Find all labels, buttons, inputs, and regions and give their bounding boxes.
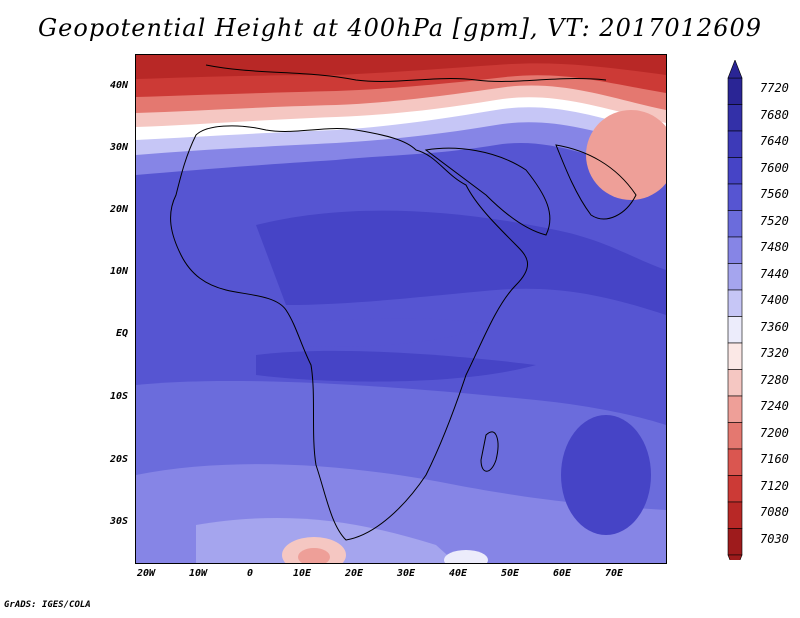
colorbar-label: 7030 <box>760 532 789 546</box>
colorbar-segment <box>727 77 743 105</box>
geopotential-field <box>136 55 666 563</box>
field-indian-ocean-low <box>561 415 651 535</box>
lat-label: 40N <box>109 80 128 91</box>
lon-label: 50E <box>500 568 520 579</box>
colorbar-label: 7080 <box>760 505 789 519</box>
colorbar-segment <box>727 395 743 423</box>
colorbar-label: 7200 <box>760 426 789 440</box>
colorbar-label: 7480 <box>760 240 789 254</box>
colorbar-segment <box>727 183 743 211</box>
colorbar-label: 7120 <box>760 479 789 493</box>
colorbar-bottom-arrow <box>727 554 743 560</box>
colorbar-top-arrow <box>727 60 743 79</box>
field-band-7080 <box>136 55 666 79</box>
colorbar-segment <box>727 157 743 185</box>
africa-coastline <box>170 125 528 541</box>
colorbar-label: 7720 <box>760 81 789 95</box>
colorbar-segment <box>727 448 743 476</box>
colorbar-segment <box>727 236 743 264</box>
colorbar-label: 7320 <box>760 346 789 360</box>
colorbar-label: 7560 <box>760 187 789 201</box>
chart-title: Geopotential Height at 400hPa [gpm], VT:… <box>38 14 762 42</box>
colorbar-label: 7280 <box>760 373 789 387</box>
lon-label: 10W <box>188 568 208 579</box>
colorbar-segment <box>727 316 743 344</box>
lon-label: 20E <box>344 568 364 579</box>
lat-label: 20S <box>109 454 128 465</box>
coastlines <box>170 64 637 541</box>
field-south-anomaly <box>444 550 488 563</box>
lon-label: 20W <box>136 568 156 579</box>
colorbar-label: 7360 <box>760 320 789 334</box>
lat-label: EQ <box>115 328 128 339</box>
colorbar-label: 7400 <box>760 293 789 307</box>
colorbar-segment <box>727 501 743 529</box>
map-area <box>135 54 667 564</box>
colorbar-segment <box>727 104 743 132</box>
lat-label: 20N <box>109 204 128 215</box>
field-band-7600-north <box>256 210 666 315</box>
colorbar-segment <box>727 130 743 158</box>
colorbar-segment <box>727 369 743 397</box>
colorbar-segment <box>727 475 743 503</box>
colorbar-label: 7160 <box>760 452 789 466</box>
colorbar-segment <box>727 289 743 317</box>
colorbar-segment <box>727 528 743 556</box>
lon-label: 60E <box>552 568 572 579</box>
colorbar-label: 7440 <box>760 267 789 281</box>
colorbar-label: 7520 <box>760 214 789 228</box>
colorbar-segment <box>727 422 743 450</box>
colorbar-segment <box>727 342 743 370</box>
lon-label: 70E <box>604 568 624 579</box>
madagascar-coastline <box>480 431 499 472</box>
lat-label: 30S <box>109 516 128 527</box>
arabia-coastline <box>424 147 551 236</box>
field-band-central <box>286 318 496 347</box>
lon-label: 10E <box>292 568 312 579</box>
lon-label: 0 <box>246 568 254 579</box>
lat-label: 10S <box>109 391 128 402</box>
lon-label: 40E <box>448 568 468 579</box>
lon-label: 30E <box>396 568 416 579</box>
lat-label: 30N <box>109 142 128 153</box>
colorbar-segment <box>727 210 743 238</box>
colorbar-label: 7600 <box>760 161 789 175</box>
field-cape-anomaly-core <box>298 548 330 563</box>
india-coastline <box>555 144 637 220</box>
colorbar-label: 7640 <box>760 134 789 148</box>
field-lobe-india <box>586 110 666 200</box>
colorbar-label: 7680 <box>760 108 789 122</box>
colorbar-label: 7240 <box>760 399 789 413</box>
lat-label: 10N <box>109 266 128 277</box>
europe-coastline <box>205 64 607 82</box>
colorbar-segment <box>727 263 743 291</box>
colorbar-segments <box>727 60 743 560</box>
footer-credit: GrADS: IGES/COLA <box>4 600 91 610</box>
colorbar <box>727 60 743 560</box>
